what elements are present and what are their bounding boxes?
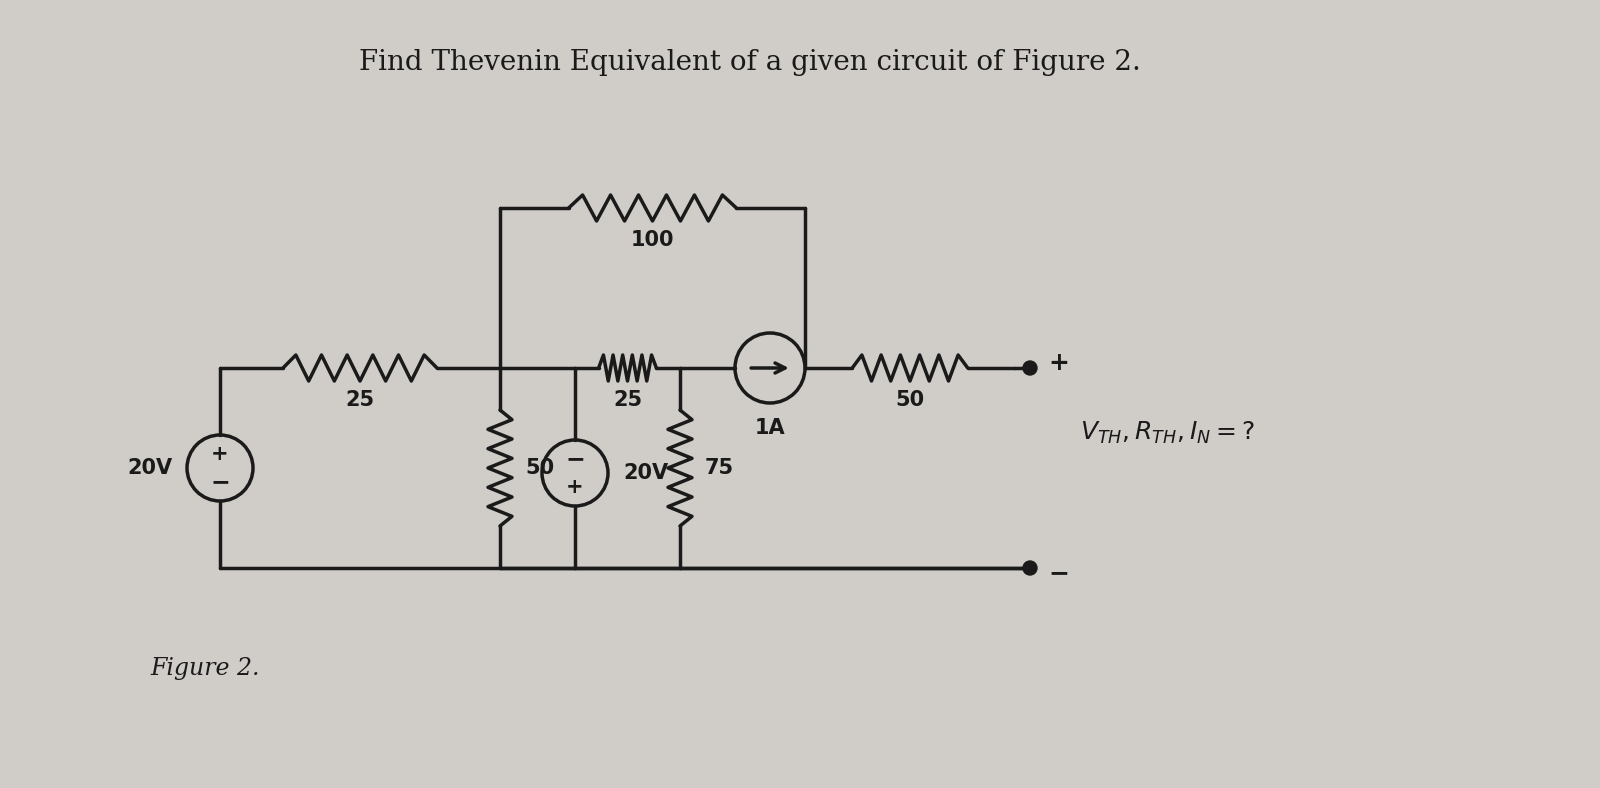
Text: +: + <box>211 444 229 464</box>
Text: +: + <box>1048 351 1069 375</box>
Text: −: − <box>1048 561 1069 585</box>
Circle shape <box>1022 561 1037 575</box>
Text: 50: 50 <box>525 458 554 478</box>
Text: 100: 100 <box>630 230 674 250</box>
Text: 25: 25 <box>346 390 374 410</box>
Text: −: − <box>565 447 586 471</box>
Text: 25: 25 <box>613 390 642 410</box>
Text: 20V: 20V <box>622 463 669 483</box>
Text: +: + <box>566 477 584 497</box>
Text: 20V: 20V <box>126 458 173 478</box>
Text: 1A: 1A <box>755 418 786 438</box>
Circle shape <box>1022 361 1037 375</box>
Text: Figure 2.: Figure 2. <box>150 656 259 679</box>
Text: 50: 50 <box>896 390 925 410</box>
Text: $V_{TH}, R_{TH}, I_N=?$: $V_{TH}, R_{TH}, I_N=?$ <box>1080 420 1254 446</box>
Text: 75: 75 <box>706 458 734 478</box>
Text: −: − <box>210 470 230 494</box>
Text: Find Thevenin Equivalent of a given circuit of Figure 2.: Find Thevenin Equivalent of a given circ… <box>358 50 1141 76</box>
